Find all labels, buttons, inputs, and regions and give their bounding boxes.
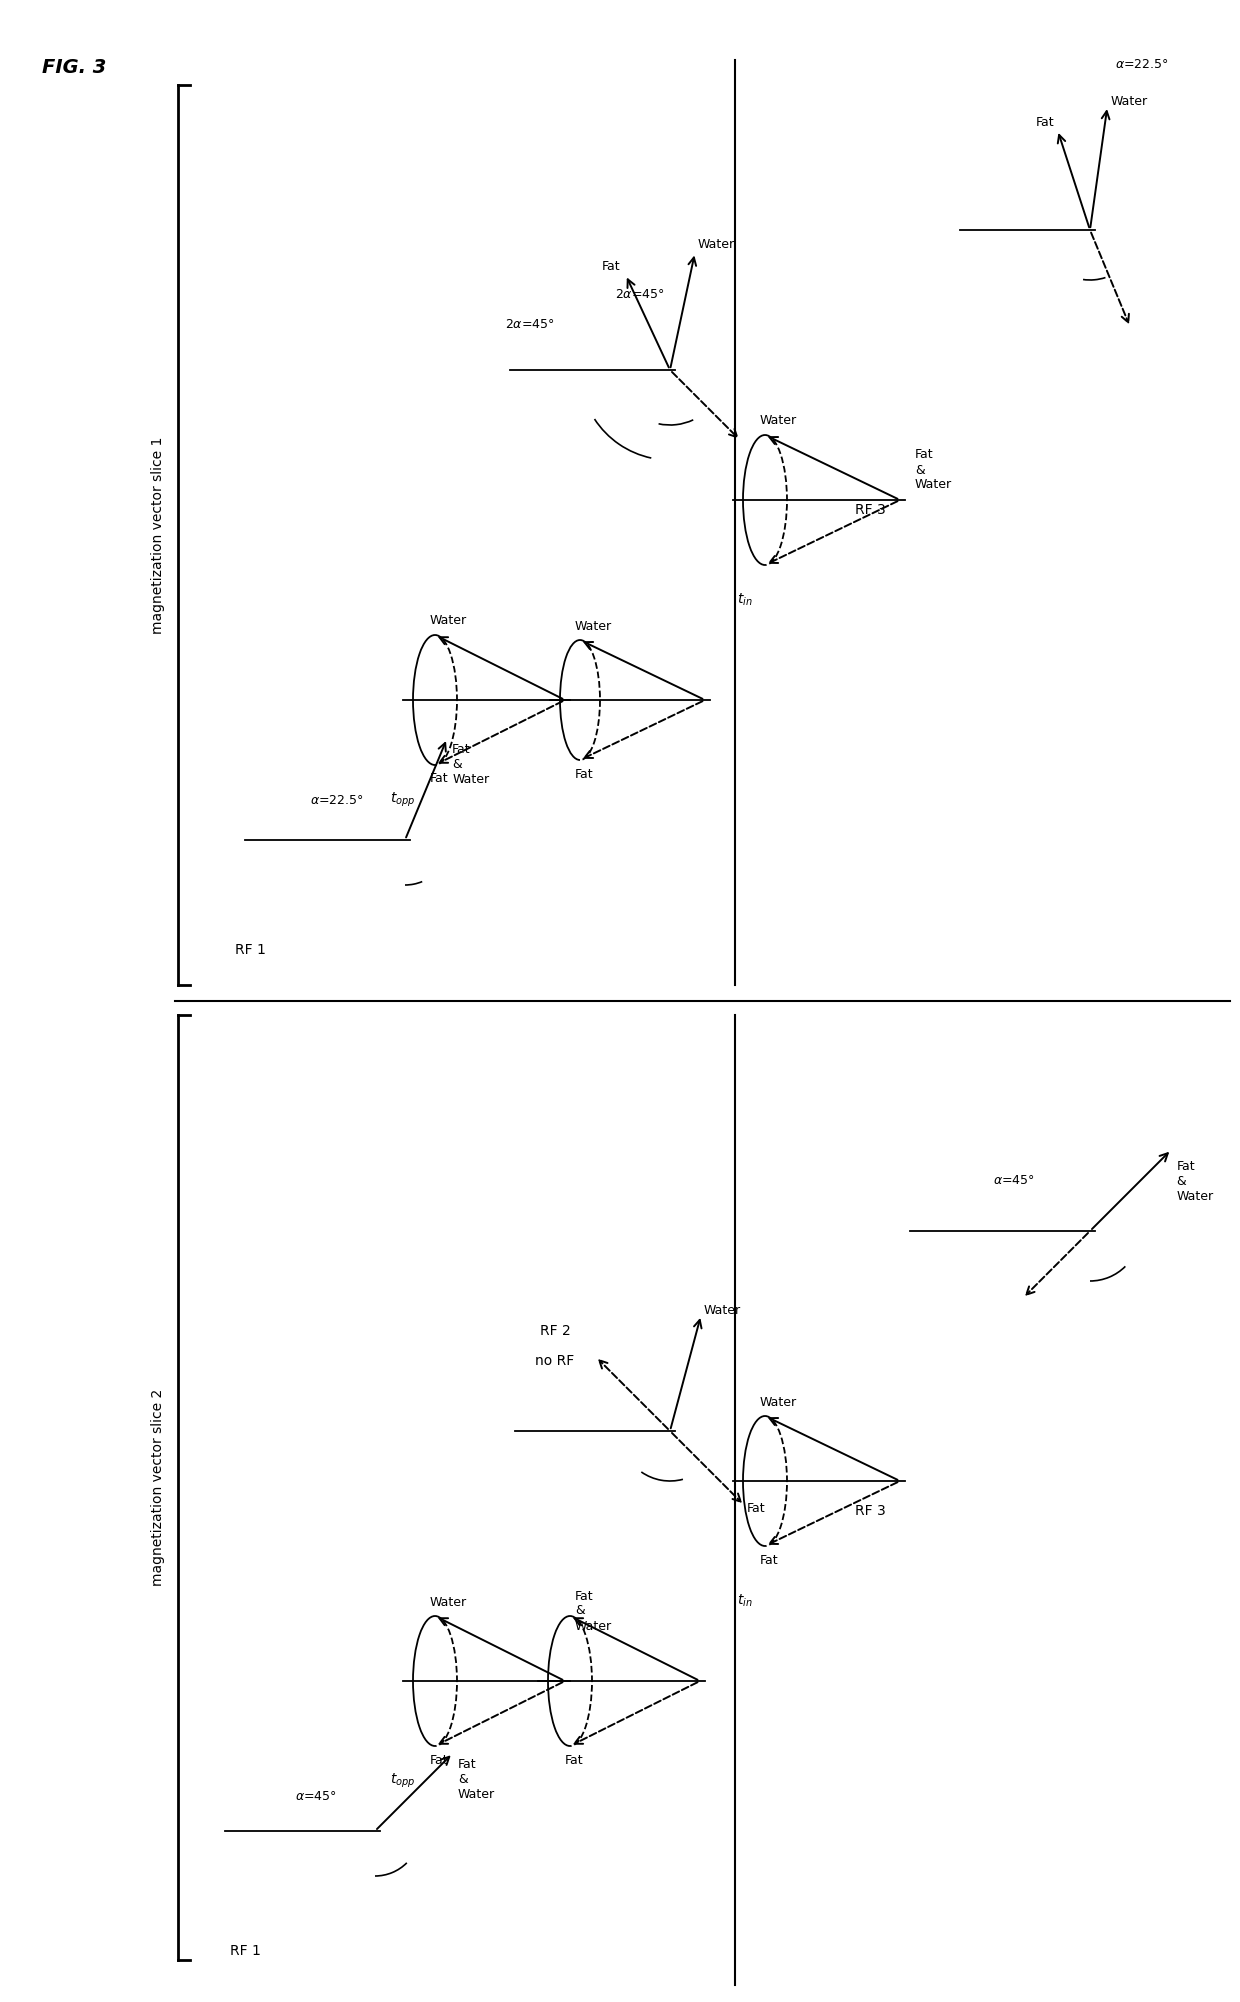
- Text: Water: Water: [430, 615, 467, 627]
- Text: Fat
&
Water: Fat & Water: [915, 448, 952, 492]
- Text: $\alpha$=22.5°: $\alpha$=22.5°: [310, 793, 363, 807]
- Text: $t_{opp}$: $t_{opp}$: [391, 791, 415, 809]
- Text: FIG. 3: FIG. 3: [42, 58, 107, 76]
- Text: 2$\alpha$=45°: 2$\alpha$=45°: [615, 288, 665, 302]
- Text: $t_{opp}$: $t_{opp}$: [391, 1772, 415, 1790]
- Text: Fat: Fat: [1035, 116, 1054, 128]
- Text: Fat
&
Water: Fat & Water: [1177, 1159, 1214, 1203]
- Text: Fat: Fat: [430, 1754, 449, 1766]
- Text: Fat: Fat: [748, 1502, 766, 1516]
- Text: Water: Water: [575, 619, 613, 633]
- Text: Fat: Fat: [575, 767, 594, 781]
- Text: Fat
&
Water: Fat & Water: [458, 1758, 495, 1802]
- Text: Fat: Fat: [565, 1754, 584, 1766]
- Text: 2$\alpha$=45°: 2$\alpha$=45°: [506, 318, 556, 332]
- Text: Water: Water: [698, 238, 735, 250]
- Text: Water: Water: [760, 1395, 797, 1409]
- Text: Water: Water: [760, 414, 797, 428]
- Text: Water: Water: [430, 1596, 467, 1608]
- Text: $\alpha$=45°: $\alpha$=45°: [295, 1790, 337, 1802]
- Text: $\alpha$=22.5°: $\alpha$=22.5°: [1115, 58, 1168, 72]
- Text: $t_{in}$: $t_{in}$: [737, 1594, 753, 1610]
- Text: Fat: Fat: [430, 773, 449, 785]
- Text: Water: Water: [1110, 94, 1147, 108]
- Text: RF 2: RF 2: [539, 1323, 570, 1337]
- Text: Fat: Fat: [760, 1554, 779, 1566]
- Text: RF 3: RF 3: [854, 1504, 885, 1518]
- Text: RF 3: RF 3: [854, 503, 885, 517]
- Text: magnetization vector slice 1: magnetization vector slice 1: [151, 436, 165, 635]
- Text: $\alpha$=45°: $\alpha$=45°: [993, 1175, 1035, 1187]
- Text: Water: Water: [704, 1303, 742, 1317]
- Text: RF 1: RF 1: [236, 943, 265, 957]
- Text: RF 1: RF 1: [229, 1944, 260, 1958]
- Text: Fat: Fat: [601, 260, 621, 274]
- Text: $t_{in}$: $t_{in}$: [737, 593, 753, 609]
- Text: Fat
&
Water: Fat & Water: [453, 743, 490, 787]
- Text: Fat
&
Water: Fat & Water: [575, 1590, 613, 1632]
- Text: no RF: no RF: [536, 1353, 574, 1367]
- Text: magnetization vector slice 2: magnetization vector slice 2: [151, 1387, 165, 1586]
